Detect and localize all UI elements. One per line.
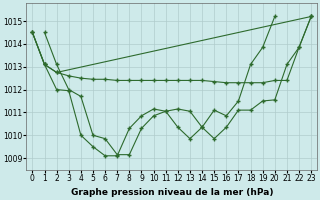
X-axis label: Graphe pression niveau de la mer (hPa): Graphe pression niveau de la mer (hPa) [70,188,273,197]
